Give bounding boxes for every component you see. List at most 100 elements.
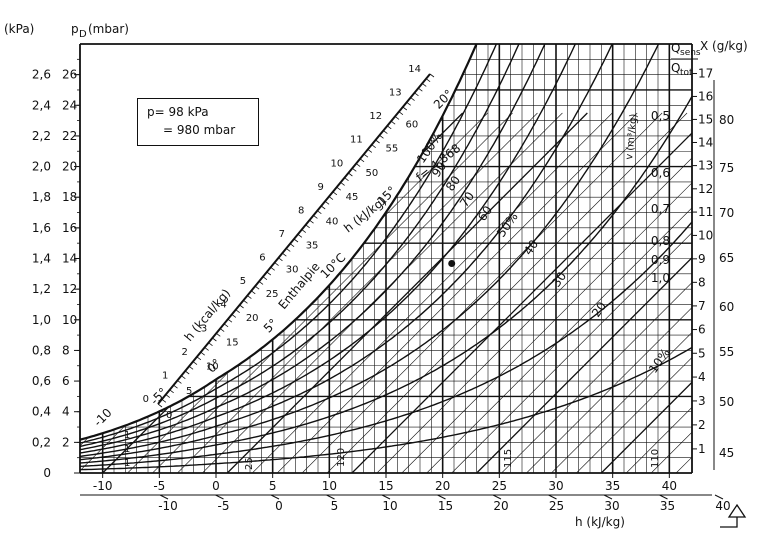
outer-tick-label: 80: [719, 113, 734, 127]
kj-tick-label: 20: [246, 313, 259, 324]
enthalpy-tick: [326, 494, 335, 500]
ruler-tick: [336, 186, 341, 191]
left-mbar-tick-label: 26: [62, 68, 77, 82]
left-mbar-tick-label: 20: [62, 160, 77, 174]
kcal-tick-label: 9: [317, 182, 323, 193]
outer-tick-label: 60: [719, 300, 734, 314]
left-kpa-tick-label: 0,4: [32, 405, 51, 419]
kj-tick-label: 55: [386, 144, 399, 155]
enthalpy-tick: [437, 494, 446, 500]
kj-tick-label: 50: [366, 168, 379, 179]
ruler-tick: [348, 172, 353, 177]
enthalpy-line: [252, 112, 613, 473]
left-kpa-tick-label: 1,4: [32, 252, 51, 266]
kj-tick-label: 0: [166, 410, 172, 421]
kj-tick-label: 10: [206, 362, 219, 373]
ruler-tick: [418, 87, 423, 92]
rh-label: 20: [589, 299, 609, 320]
enthalpy-tick: [215, 494, 224, 500]
left-kpa-tick-label: 2,6: [32, 68, 51, 82]
ruler-tick: [305, 224, 310, 229]
right-x-tick-label: 1: [698, 442, 706, 456]
left-mbar-tick-label: 12: [62, 282, 77, 296]
right-axis-ratio-den: Q: [671, 61, 680, 75]
ruler-tick: [363, 153, 369, 158]
outer-tick-label: 45: [719, 446, 734, 460]
ruler-tick: [359, 158, 365, 163]
rh-curve-70: [80, 44, 546, 451]
enthalpy-tick: [381, 494, 391, 500]
enthalpy-kcal-label: h (kcal/kg): [182, 286, 234, 344]
enthalpy-line: [152, 112, 513, 473]
kj-tick-label: 60: [405, 119, 418, 130]
ruler-tick: [425, 78, 431, 83]
left-kpa-tick-label: 0,6: [32, 374, 51, 388]
ruler-tick: [235, 309, 240, 314]
enthalpy-tick: [270, 494, 280, 500]
bottom-t-tick-label: 40: [662, 479, 677, 493]
left-mbar-tick-label: 16: [62, 221, 77, 235]
enthalpy-tick: [159, 494, 169, 500]
kcal-tick-label: 6: [259, 253, 265, 264]
kcal-tick-label: 7: [279, 229, 285, 240]
right-x-tick-label: 16: [698, 89, 713, 103]
left-kpa-tick-label: 2,0: [32, 160, 51, 174]
ruler-tick: [293, 238, 299, 243]
rh-curve-40: [80, 44, 660, 461]
right-axis-ratio-den-sub: tot: [680, 68, 693, 78]
right-x-tick-label: 7: [698, 299, 706, 313]
bottom-t-tick-label: 35: [605, 479, 620, 493]
ruler-tick: [208, 342, 213, 347]
ruler-tick: [289, 243, 295, 248]
left-kpa-tick-label: 2,2: [32, 129, 51, 143]
pressure-scale-label-2: 1: [124, 444, 130, 455]
right-x-tick-label: 13: [698, 159, 713, 173]
ruler-tick: [340, 182, 345, 186]
ruler-tick: [406, 101, 411, 106]
ruler-tick: [379, 134, 384, 139]
kcal-tick-label: 0: [143, 394, 149, 405]
bottom-h-tick-label: 10: [382, 499, 397, 513]
ruler-tick: [387, 125, 392, 130]
enthalpy-line: [401, 112, 692, 473]
kcal-tick-label: 2: [181, 347, 187, 358]
kj-tick-label: 40: [326, 216, 339, 227]
ruler-tick: [173, 384, 178, 389]
enthalpy-tick: [603, 494, 613, 500]
pressure-scale-label-1: 1: [124, 430, 130, 441]
right-x-tick-label: 15: [698, 112, 713, 126]
right-x-tick-label: 17: [698, 67, 713, 81]
ruler-tick: [429, 73, 435, 78]
outer-tick-label: 75: [719, 161, 734, 175]
left-mbar-tick-label: 2: [62, 435, 70, 449]
ruler-tick: [200, 351, 205, 356]
ruler-tick: [367, 149, 373, 153]
ruler-tick: [223, 323, 229, 328]
ruler-tick: [247, 295, 252, 299]
bottom-h-tick-label: 0: [275, 499, 283, 513]
ruler-tick: [320, 205, 326, 210]
kcal-tick-label: 13: [389, 88, 402, 99]
enthalpy-line: [626, 112, 692, 473]
right-x-tick-label: 6: [698, 323, 706, 337]
ruler-tick: [243, 299, 248, 304]
bottom-t-tick-label: 0: [212, 479, 220, 493]
bottom-t-tick-label: 15: [378, 479, 393, 493]
left-axis-pd-label: p: [71, 22, 79, 36]
ruler-tick: [161, 398, 167, 403]
ruler-tick: [402, 106, 408, 111]
rh-curve-60: [80, 44, 577, 454]
ruler-tick: [262, 276, 268, 281]
enthalpy-line: [376, 112, 692, 473]
outer-tick-label: 65: [719, 251, 734, 265]
kcal-tick-label: 5: [240, 276, 246, 287]
left-mbar-tick-label: 14: [62, 252, 77, 266]
enthalpy-tick: [492, 494, 502, 500]
right-x-tick-label: 12: [698, 182, 713, 196]
right-axis-ratio-num: Q: [671, 41, 680, 55]
ruler-tick: [192, 361, 198, 365]
kcal-tick-label: 10: [331, 158, 344, 169]
kcal-tick-label: 14: [408, 64, 421, 75]
left-mbar-tick-label: 6: [62, 374, 70, 388]
